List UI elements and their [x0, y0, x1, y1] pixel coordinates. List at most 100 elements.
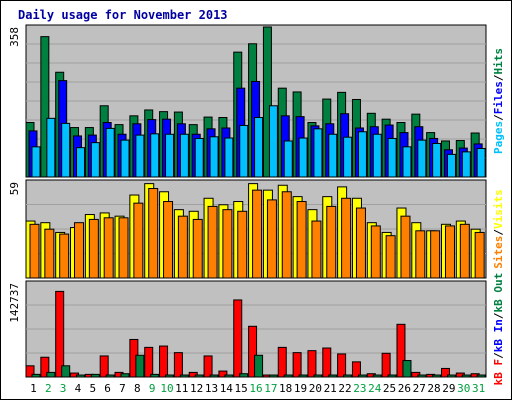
- kb-f-bar: [292, 352, 302, 378]
- sites-bar: [177, 215, 188, 279]
- x-tick-label: 24: [368, 382, 382, 395]
- kb-out-bar: [446, 374, 456, 378]
- x-tick-label: 16: [249, 382, 262, 395]
- panel-bottom-series-legend: kB F/kB In/kB Out: [492, 273, 505, 386]
- sites-bar: [296, 201, 307, 279]
- pages-bar: [387, 137, 397, 178]
- x-tick-label: 6: [104, 382, 111, 395]
- panel-top-series-legend: Pages/Files/Hits: [492, 48, 505, 154]
- pages-bar: [461, 151, 471, 178]
- pages-bar: [31, 146, 41, 178]
- sites-bar: [281, 191, 292, 279]
- x-tick-label: 12: [190, 382, 203, 395]
- kb-f-bar: [233, 299, 243, 378]
- x-tick-label: 23: [353, 382, 366, 395]
- sites-bar: [370, 225, 381, 279]
- x-tick-label: 13: [205, 382, 218, 395]
- kb-out-bar: [179, 374, 189, 378]
- panel-middle-ymax-label: 59: [8, 182, 21, 195]
- x-tick-label: 11: [175, 382, 188, 395]
- legend-kb-f: kB F: [492, 359, 505, 386]
- pages-bar: [372, 133, 382, 178]
- pages-bar: [209, 136, 219, 178]
- kb-f-bar: [40, 356, 50, 378]
- pages-bar: [417, 139, 427, 178]
- pages-bar: [313, 128, 323, 178]
- sites-bar: [44, 228, 55, 279]
- pages-bar: [76, 147, 86, 178]
- kb-out-bar: [357, 374, 367, 378]
- kb-out-bar: [76, 374, 86, 378]
- kb-out-bar: [61, 365, 71, 378]
- sites-bar: [311, 220, 322, 279]
- kb-f-bar: [203, 355, 213, 378]
- sites-bar: [252, 189, 263, 279]
- kb-out-bar: [313, 374, 323, 378]
- kb-out-bar: [402, 360, 412, 378]
- chart-title: Daily usage for November 2013: [18, 8, 228, 22]
- kb-out-bar: [283, 374, 293, 378]
- kb-f-bar: [25, 365, 35, 378]
- pages-bar: [46, 117, 56, 178]
- legend-sites: Sites: [492, 236, 505, 269]
- pages-bar: [254, 117, 264, 178]
- kb-out-bar: [343, 374, 353, 378]
- x-tick-label: 20: [309, 382, 322, 395]
- kb-out-bar: [328, 374, 338, 378]
- legend-separator: /: [492, 352, 505, 359]
- sites-bar: [163, 201, 174, 279]
- x-tick-label: 10: [160, 382, 173, 395]
- sites-bar: [29, 223, 40, 279]
- kb-f-bar: [277, 346, 287, 378]
- x-tick-label: 4: [75, 382, 82, 395]
- kb-f-bar: [55, 290, 65, 378]
- x-tick-label: 29: [442, 382, 455, 395]
- sites-bar: [430, 230, 441, 279]
- kb-out-bar: [150, 373, 160, 378]
- pages-bar: [105, 127, 115, 178]
- x-tick-label: 28: [427, 382, 440, 395]
- pages-bar: [357, 131, 367, 178]
- sites-bar: [459, 223, 470, 279]
- pages-bar: [476, 148, 486, 178]
- pages-bar: [165, 133, 175, 178]
- x-tick-label: 15: [235, 382, 248, 395]
- pages-bar: [224, 137, 234, 178]
- sites-bar: [88, 218, 99, 279]
- sites-bar: [207, 205, 218, 279]
- panel-top-ymax-label: 358: [8, 27, 21, 47]
- sites-bar: [444, 225, 455, 279]
- kb-out-bar: [209, 374, 219, 378]
- x-tick-label: 19: [294, 382, 307, 395]
- x-tick-label: 5: [89, 382, 96, 395]
- kb-out-bar: [476, 374, 486, 378]
- sites-bar: [192, 218, 203, 279]
- pages-bar: [120, 139, 130, 178]
- panel-middle-series-legend: Sites/Visits: [492, 189, 505, 269]
- kb-out-bar: [135, 354, 145, 378]
- kb-out-bar: [239, 373, 249, 378]
- x-tick-label: 7: [119, 382, 126, 395]
- kb-out-bar: [224, 374, 234, 378]
- kb-f-bar: [322, 347, 332, 378]
- legend-pages: Pages: [492, 121, 505, 154]
- legend-kb-in: kB In: [492, 319, 505, 352]
- hits-bar: [40, 36, 50, 178]
- x-tick-label: 31: [472, 382, 485, 395]
- pages-bar: [61, 122, 71, 178]
- kb-out-bar: [387, 374, 397, 378]
- legend-separator: /: [492, 114, 505, 121]
- sites-bar: [415, 230, 426, 279]
- pages-bar: [298, 137, 308, 178]
- sites-bar: [133, 202, 144, 279]
- kb-f-bar: [144, 346, 154, 378]
- sites-bar: [400, 215, 411, 279]
- kb-f-bar: [248, 325, 258, 378]
- kb-f-bar: [440, 367, 450, 378]
- sites-bar: [385, 235, 396, 279]
- legend-separator: /: [492, 74, 505, 81]
- x-tick-label: 9: [149, 382, 156, 395]
- sites-bar: [266, 199, 277, 279]
- sites-bar: [237, 210, 248, 279]
